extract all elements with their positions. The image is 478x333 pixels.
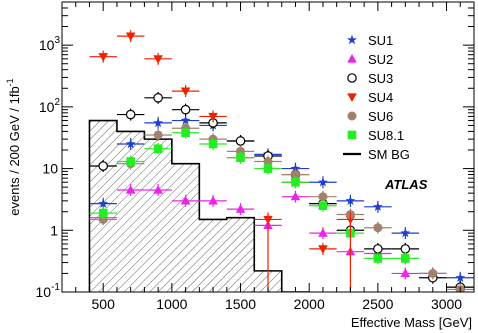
x-tick-label: 2500: [362, 296, 393, 312]
data-point-su8-1: [373, 254, 383, 263]
y-tick-exponent: -1: [51, 282, 60, 293]
data-point-su1: [455, 272, 466, 282]
data-point-su6: [318, 192, 328, 202]
atlas-annotation: ATLAS: [384, 177, 428, 192]
data-point-su8-1: [401, 254, 410, 263]
legend-marker-su3: [347, 73, 357, 83]
data-point-su6: [153, 130, 163, 140]
y-tick-base: 10: [36, 284, 52, 300]
x-tick-label: 2000: [294, 296, 325, 312]
data-point-su2: [290, 191, 301, 201]
data-point-su1: [153, 117, 164, 128]
data-point-su8-1: [263, 164, 273, 173]
legend-label-sm-bg: SM BG: [368, 147, 410, 162]
data-point-su4: [318, 245, 328, 254]
data-point-su3: [373, 244, 383, 254]
legend-marker-su6: [347, 111, 357, 121]
data-point-su4: [98, 53, 108, 62]
data-point-su2: [125, 184, 136, 194]
legend-marker-su2: [347, 54, 357, 63]
data-point-su2: [180, 195, 191, 205]
data-point-su2: [235, 204, 246, 213]
x-tick-label: 1000: [156, 296, 187, 312]
y-tick-label: 1: [50, 222, 58, 238]
legend-label-su4: SU4: [368, 90, 393, 105]
x-tick-label: 500: [92, 296, 116, 312]
data-point-su8-1: [291, 177, 300, 187]
data-point-su8-1: [153, 144, 163, 153]
data-point-su3: [400, 244, 411, 254]
data-point-su1: [318, 177, 328, 187]
su4-long-error-bars: [267, 212, 351, 292]
data-point-su3: [180, 104, 191, 115]
data-point-su2: [153, 184, 163, 194]
y-tick-label: 10: [42, 161, 58, 177]
data-point-su8-1: [318, 201, 328, 211]
y-tick-exponent: 3: [54, 35, 60, 46]
signal-series: [89, 30, 474, 292]
y-tick-exponent: 2: [54, 97, 60, 108]
background-outline: [88, 119, 310, 292]
x-axis-title: Effective Mass [GeV]: [351, 315, 472, 330]
legend: SU1 SU2 SU3 SU4 SU6 SU8.1 SM BG: [343, 33, 410, 162]
y-tick-label: 103: [39, 35, 61, 53]
data-point-su6: [290, 170, 300, 180]
data-point-su6: [263, 157, 273, 167]
y-tick-base: 10: [39, 37, 55, 53]
data-point-su1: [372, 201, 383, 211]
legend-marker-su8-1: [347, 130, 357, 140]
legend-label-su2: SU2: [368, 52, 393, 67]
data-point-su4: [208, 112, 218, 122]
data-point-su6: [373, 223, 383, 233]
data-point-su1: [125, 138, 136, 149]
data-point-su4: [153, 55, 163, 64]
data-point-su3: [153, 93, 163, 103]
y-tick-label: 102: [39, 97, 61, 115]
data-point-su4: [125, 32, 136, 42]
legend-label-su6: SU6: [368, 109, 393, 124]
data-point-su3: [125, 109, 136, 120]
legend-marker-su4: [347, 93, 357, 102]
x-tick-label: 1500: [225, 296, 256, 312]
legend-label-su8-1: SU8.1: [368, 128, 404, 143]
data-point-su1: [98, 198, 109, 208]
data-point-su8-1: [126, 157, 135, 166]
legend-marker-su1: [347, 34, 357, 45]
x-tick-label: 3000: [431, 296, 462, 312]
data-point-su3: [235, 136, 246, 146]
sm-background-histogram: [88, 119, 310, 292]
data-point-su1: [345, 195, 356, 205]
data-point-su1: [180, 115, 191, 125]
data-point-su2: [400, 268, 411, 278]
data-point-su8-1: [208, 139, 218, 149]
data-point-su1: [400, 227, 411, 238]
data-point-su3: [98, 161, 108, 171]
legend-label-su3: SU3: [368, 71, 393, 86]
y-axis-title: events / 200 GeV / 1fb-1: [5, 78, 22, 215]
data-point-su2: [208, 195, 218, 205]
y-tick-base: 10: [39, 99, 55, 115]
data-point-su8-1: [236, 153, 245, 163]
data-point-su6: [428, 268, 438, 278]
data-point-su2: [318, 228, 328, 237]
legend-label-su1: SU1: [368, 33, 393, 48]
data-point-su8-1: [98, 208, 108, 218]
data-point-su8-1: [181, 128, 190, 138]
y-tick-label: 10-1: [36, 282, 61, 300]
data-point-su4: [180, 87, 191, 97]
data-point-su1: [290, 163, 301, 173]
